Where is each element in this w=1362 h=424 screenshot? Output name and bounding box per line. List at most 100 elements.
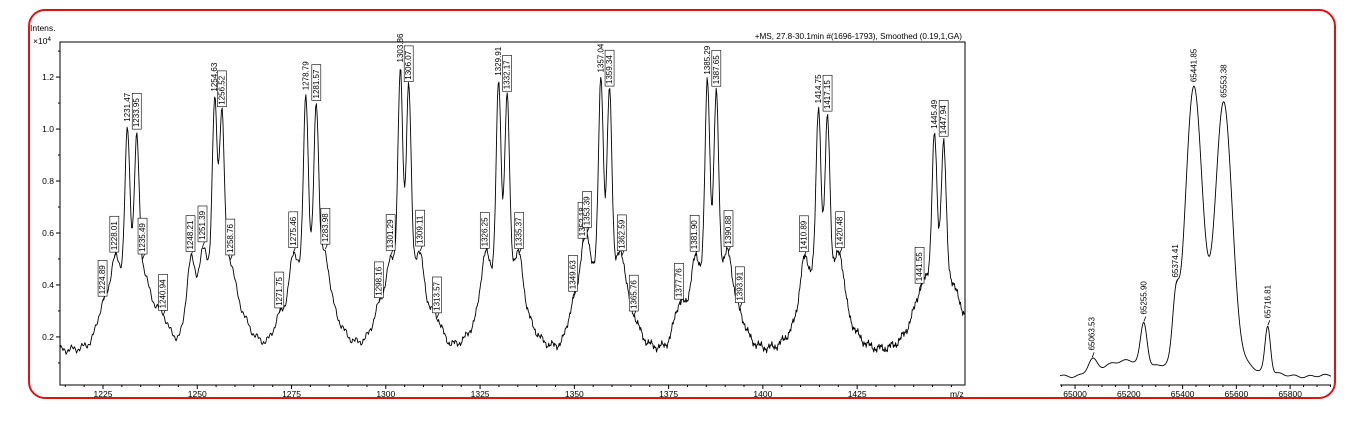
peak-label: 65441.85 — [1189, 48, 1198, 82]
y-scale-label: ×104 — [33, 36, 51, 46]
peak-label-connector — [728, 246, 731, 252]
peak-label: 1365.76 — [628, 274, 639, 312]
peak-label-connector — [739, 302, 743, 308]
x-tick-label: 1400 — [753, 389, 772, 399]
peak-label-box — [723, 210, 734, 247]
peak-label-connector — [582, 238, 585, 244]
peak-label-box — [197, 205, 208, 243]
peak-label-connector — [919, 283, 922, 289]
plot-box — [59, 41, 966, 386]
peak-label-text: 1365.76 — [629, 280, 638, 309]
peak-label-box — [374, 261, 384, 299]
peak-label-connector — [1143, 316, 1147, 322]
peak-label-box — [137, 217, 148, 255]
peak-label-box — [938, 100, 949, 137]
figure-border — [28, 9, 1336, 399]
peak-label-text: 1306.07 — [404, 50, 413, 79]
peak-label-box — [432, 276, 442, 314]
peak-label: 1420.48 — [835, 211, 845, 248]
peak-label-text: 1251.39 — [198, 210, 207, 239]
peak-label: 1387.65 — [711, 50, 722, 87]
peak-label-text: 1387.65 — [712, 55, 721, 84]
y-axis: 0.2 0.4 0.6 0.8 1.0 1.2 — [42, 50, 60, 364]
peak-label-connector — [1091, 352, 1095, 358]
peak-label-connector — [586, 227, 590, 233]
peak-label-text: 1271.75 — [275, 276, 284, 305]
peak-label: 65063.53 — [1088, 316, 1097, 350]
peak-labels: 65063.53 65255.90 65374.41 65441.85 65553.38… — [1088, 48, 1272, 358]
peak-label-text: 1420.48 — [836, 216, 845, 245]
peak-label: 1233.95 — [131, 92, 142, 130]
peak-label: 1359.34 — [604, 49, 615, 87]
peak-label-text: 1414.75 — [814, 74, 823, 103]
peak-label: 1231.47 — [123, 92, 132, 121]
peak-label-text: 65063.53 — [1088, 316, 1097, 350]
peak-label-box — [403, 45, 414, 83]
peak-label: 1309.11 — [415, 209, 425, 247]
peak-label-box — [514, 212, 524, 249]
peak-label-text: 1240.94 — [159, 279, 168, 308]
peak-label-text: 1258.76 — [226, 223, 235, 252]
peak-label-connector — [390, 250, 394, 256]
x-tick-label: 1375 — [659, 389, 678, 399]
peak-label-box — [385, 214, 396, 251]
peak-label: 1357.04 — [596, 43, 605, 72]
peak-label: 1278.79 — [301, 61, 310, 90]
peak-label-text: 1275.46 — [289, 216, 298, 245]
peak-label-connector — [803, 251, 807, 257]
peak-label: 1254.63 — [210, 62, 219, 91]
peak-label: 1240.94 — [158, 274, 168, 311]
peak-label-text: 1332.17 — [503, 60, 512, 89]
peak-label-connector — [484, 248, 488, 254]
peak-label-box — [225, 218, 236, 256]
peak-label-box — [109, 215, 120, 253]
peak-label-text: 65716.81 — [1263, 284, 1272, 318]
peak-label: 1228.01 — [109, 215, 120, 253]
peak-label-text: 1362.59 — [617, 219, 626, 248]
peak-label-text: 1410.89 — [799, 220, 808, 249]
peak-label: 1447.94 — [938, 100, 949, 137]
x-tick-label: 1425 — [848, 389, 867, 399]
peak-label-text: 1228.01 — [110, 221, 119, 250]
peak-label-connector — [102, 296, 105, 302]
x-tick-label: 1300 — [376, 389, 395, 399]
peak-label-box — [274, 271, 285, 309]
peak-label: 1445.49 — [930, 99, 939, 128]
peak-label-connector — [378, 297, 382, 303]
peak-label-text: 1377.76 — [675, 268, 684, 297]
peak-label-text: 1390.88 — [724, 215, 733, 244]
peak-label-text: 1303.86 — [396, 33, 405, 62]
peak-label: 1271.75 — [274, 271, 285, 309]
peak-label-text: 1283.98 — [321, 213, 330, 242]
peak-label-box — [479, 212, 490, 249]
spectrum-trace — [59, 69, 965, 355]
peak-label-connector — [190, 251, 193, 257]
x-tick-label: 1325 — [471, 389, 490, 399]
peak-label-box — [311, 64, 322, 101]
peak-label-connector — [621, 250, 625, 256]
peak-label-text: 65255.90 — [1139, 281, 1148, 315]
x-tick-label: 1350 — [565, 389, 584, 399]
peak-label: 1301.29 — [385, 214, 396, 251]
x-tick-label: 65800 — [1278, 389, 1302, 399]
peak-label: 65716.81 — [1263, 284, 1272, 318]
peak-label-box — [617, 214, 627, 252]
peak-label: 1258.76 — [225, 218, 236, 256]
peak-label: 1235.49 — [137, 217, 148, 255]
peak-label-box — [604, 49, 615, 87]
peak-label-text: 1417.15 — [823, 80, 832, 109]
peak-label-text: 1313.57 — [432, 281, 441, 310]
peak-label-text: 65441.85 — [1189, 48, 1198, 82]
peak-label: 1335.37 — [514, 212, 524, 249]
peak-label-connector — [518, 248, 522, 254]
x-tick-label: 65000 — [1063, 389, 1087, 399]
peak-label-connector — [113, 251, 117, 258]
peak-label-box — [711, 50, 722, 87]
peak-label-text: 1326.25 — [480, 217, 489, 246]
x-tick-label: 65600 — [1225, 389, 1249, 399]
peak-label: 1393.91 — [735, 266, 745, 303]
peak-label-connector — [325, 244, 328, 250]
peak-label-box — [320, 208, 331, 245]
peak-label: 1414.75 — [814, 74, 823, 103]
peak-label: 1326.25 — [479, 212, 490, 249]
